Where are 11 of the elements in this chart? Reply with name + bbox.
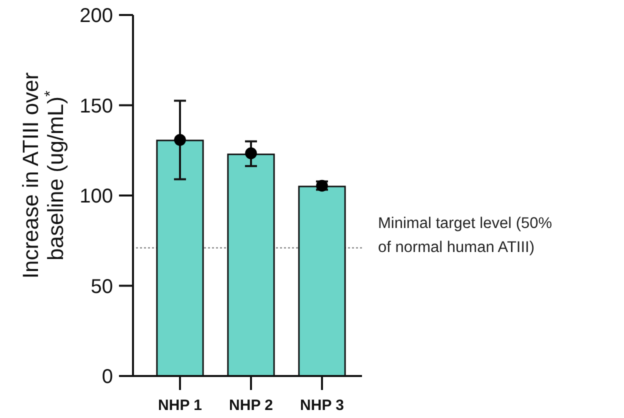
point [174, 134, 186, 146]
y-tick-label: 200 [80, 5, 113, 27]
y-tick-label: 100 [80, 186, 113, 208]
x-tick-label: NHP 2 [229, 397, 273, 414]
point [245, 147, 257, 160]
ref-line-label: Minimal target level (50% of normal human ATIII) [378, 214, 552, 256]
y-tick-label: 0 [102, 366, 113, 388]
y-tick-label: 50 [90, 276, 113, 298]
x-tick-label: NHP 1 [158, 397, 202, 414]
x-tick-label: NHP 3 [300, 397, 344, 414]
y-tick-label: 150 [80, 95, 113, 118]
